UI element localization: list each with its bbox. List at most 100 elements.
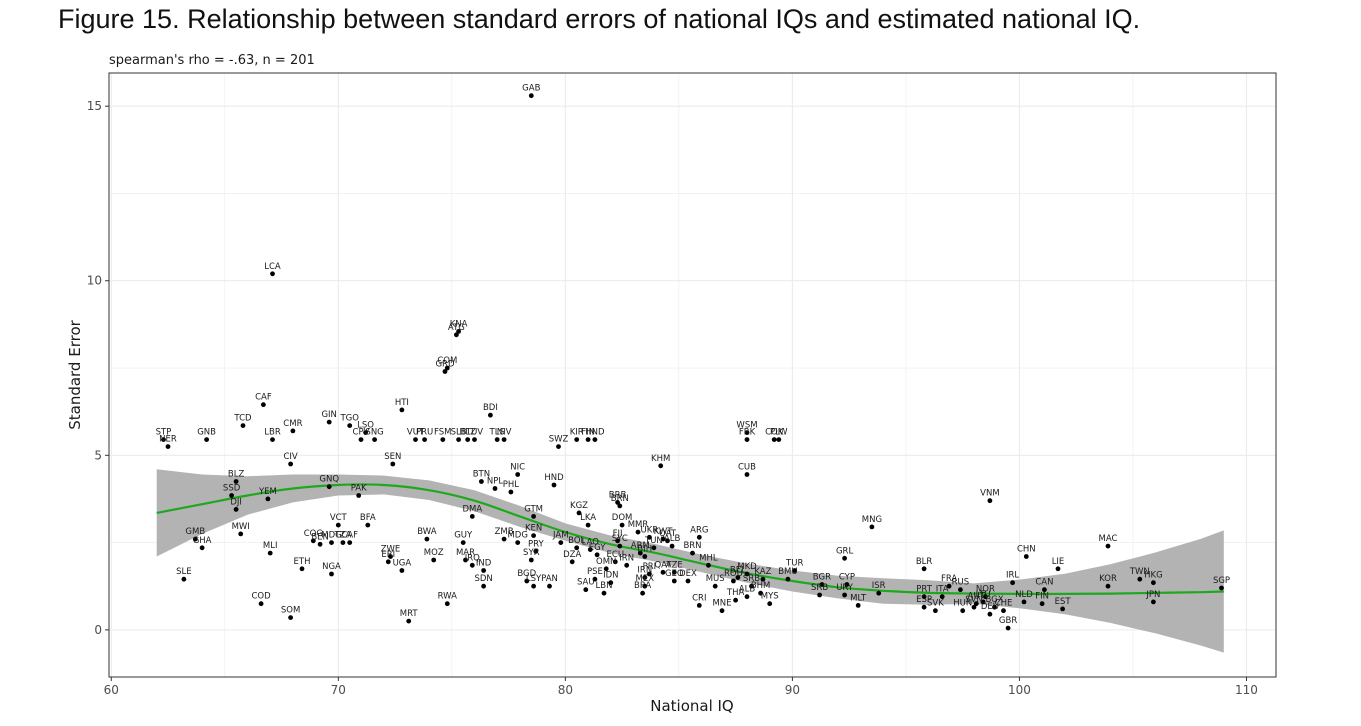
- point-label: CAF: [341, 531, 358, 541]
- point-label: LBR: [264, 428, 281, 438]
- data-point: [983, 594, 988, 600]
- y-axis-ticks: 0 5 10 15: [87, 99, 109, 637]
- data-point: [671, 569, 677, 575]
- point-label: DZA: [563, 550, 581, 560]
- point-label: ALB: [664, 534, 681, 544]
- data-point: [481, 568, 486, 573]
- point-label: UGA: [393, 559, 412, 569]
- point-label: SYR: [523, 548, 540, 558]
- data-point: [1105, 583, 1111, 589]
- point-label: FIN: [1035, 592, 1049, 602]
- panel-border: [108, 72, 1277, 678]
- grid-minor: [109, 73, 1276, 677]
- data-point: [424, 536, 430, 542]
- data-point: [531, 514, 536, 519]
- data-point: [635, 529, 641, 535]
- data-point: [454, 332, 459, 338]
- data-point: [444, 365, 450, 371]
- point-label: MRT: [400, 609, 419, 619]
- point-label: ARM: [631, 541, 650, 551]
- point-label: MYS: [761, 592, 779, 602]
- data-point: [199, 545, 205, 551]
- point-label: HND: [544, 473, 564, 483]
- point-label: NLD: [1015, 590, 1033, 600]
- point-label: ZMB: [495, 527, 514, 537]
- point-label: KEN: [525, 524, 542, 534]
- data-point: [601, 590, 607, 596]
- point-label: ALB: [739, 585, 756, 595]
- data-point: [465, 437, 471, 442]
- point-label: LBN: [596, 581, 613, 591]
- data-point: [1060, 606, 1065, 612]
- point-label: KHM: [651, 454, 670, 464]
- point-label: CUB: [738, 463, 756, 473]
- point-label: QAT: [654, 560, 672, 570]
- data-point: [528, 557, 534, 563]
- data-point: [767, 601, 773, 607]
- point-label: AUT: [968, 592, 986, 602]
- data-point: [161, 437, 166, 442]
- data-point: [238, 531, 244, 537]
- data-point: [587, 547, 593, 552]
- y-tick-label: 10: [87, 274, 102, 288]
- data-point: [685, 578, 691, 584]
- data-point: [524, 578, 530, 584]
- point-label: PRI: [643, 562, 657, 572]
- data-point: [933, 608, 938, 614]
- point-label: BTN: [473, 470, 490, 480]
- data-point: [671, 578, 677, 584]
- data-point: [1005, 625, 1011, 631]
- point-label: RUS: [952, 578, 970, 588]
- point-label: ECU: [607, 550, 625, 560]
- data-point: [406, 618, 412, 624]
- point-label: FIN: [581, 428, 595, 438]
- point-label: NIC: [510, 463, 525, 473]
- data-point: [558, 540, 564, 545]
- data-point: [817, 592, 822, 598]
- data-point: [819, 582, 825, 587]
- point-label: GEO: [665, 569, 684, 579]
- point-label: COM: [437, 356, 457, 366]
- data-point: [733, 597, 738, 603]
- data-point: [665, 538, 670, 544]
- data-point: [585, 437, 591, 442]
- point-label: OMN: [596, 557, 616, 567]
- point-label: ESP: [916, 595, 932, 605]
- data-point: [240, 423, 246, 428]
- point-label: ZWE: [381, 545, 401, 555]
- chart-subtitle: spearman's rho = -.63, n = 201: [109, 53, 315, 68]
- data-point: [617, 543, 623, 549]
- data-point: [508, 489, 514, 495]
- data-point: [973, 601, 979, 607]
- point-label: LKA: [580, 513, 596, 523]
- data-point: [574, 437, 580, 442]
- point-label: NOR: [976, 585, 995, 595]
- data-point: [444, 601, 450, 607]
- point-label: LIE: [1052, 557, 1065, 567]
- data-point: [869, 524, 875, 530]
- point-label: ERI: [381, 550, 395, 560]
- point-label: GRL: [836, 546, 853, 556]
- point-label: IRN: [637, 566, 652, 576]
- data-point: [719, 608, 725, 614]
- data-point: [290, 428, 296, 434]
- point-label: TUN: [644, 536, 663, 546]
- data-point: [356, 493, 362, 498]
- point-label: CHN: [1017, 545, 1036, 555]
- data-point: [326, 419, 332, 425]
- point-label: COD: [252, 592, 272, 602]
- data-point: [760, 576, 766, 582]
- point-label: HND: [585, 428, 605, 438]
- point-label: JPN: [1145, 590, 1160, 600]
- data-point: [608, 580, 614, 586]
- point-label: THA: [726, 588, 745, 598]
- point-label: MMR: [628, 520, 649, 530]
- data-point: [1010, 580, 1015, 586]
- data-point: [472, 437, 477, 442]
- data-point: [399, 407, 405, 413]
- data-point: [501, 536, 507, 542]
- point-label: SNG: [365, 428, 383, 438]
- data-point: [642, 583, 648, 589]
